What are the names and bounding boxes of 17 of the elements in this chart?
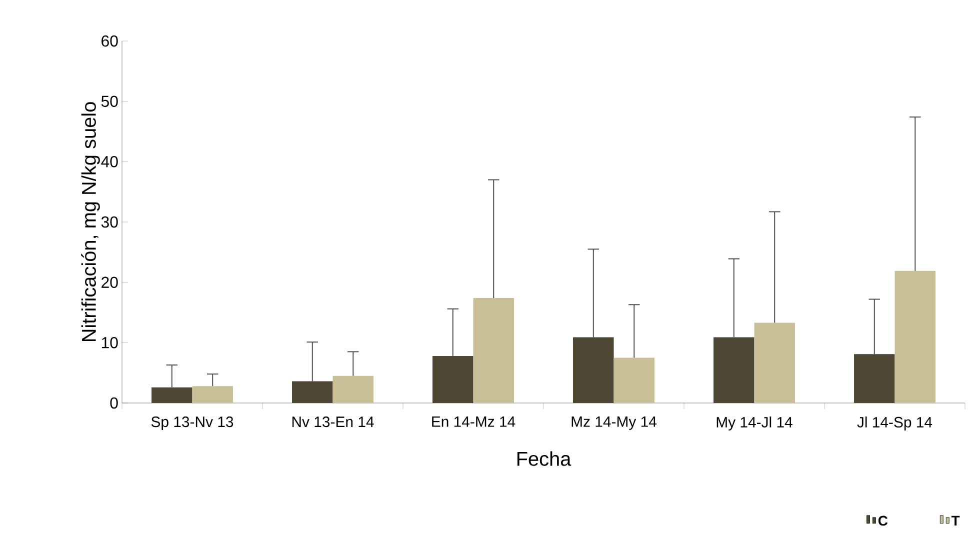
x-tick-label: Jl 14-Sp 14 xyxy=(857,416,932,430)
legend-label: T xyxy=(951,516,960,526)
y-tick-label: 40 xyxy=(101,156,118,168)
x-tick-label: My 14-Jl 14 xyxy=(716,416,792,430)
x-tick-label: Mz 14-My 14 xyxy=(572,416,656,430)
x-tick-label: Sp 13-Nv 13 xyxy=(151,416,234,430)
x-axis-title: Fecha xyxy=(517,451,572,466)
y-tick-label: 0 xyxy=(110,397,118,409)
x-tick-label: Nv 13-En 14 xyxy=(292,416,374,428)
legend-label: C xyxy=(878,516,888,526)
y-tick-label: 20 xyxy=(102,276,118,288)
y-tick-label: 50 xyxy=(101,96,118,107)
y-tick-label: 10 xyxy=(102,337,118,348)
y-tick-label: 60 xyxy=(102,35,118,47)
y-axis-title: Nitrificación, mg N/kg suelo xyxy=(81,102,100,342)
y-tick-label: 30 xyxy=(101,216,118,228)
x-tick-label: En 14-Mz 14 xyxy=(432,416,516,427)
